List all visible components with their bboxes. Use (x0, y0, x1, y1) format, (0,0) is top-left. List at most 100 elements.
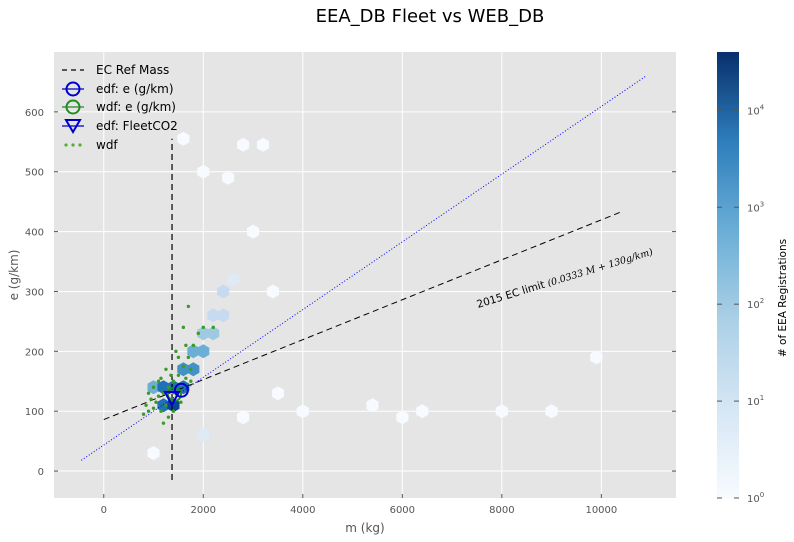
wdf-point (164, 367, 168, 371)
chart-title: EEA_DB Fleet vs WEB_DB (316, 6, 545, 27)
x-tick-label: 10000 (585, 505, 617, 516)
wdf-point (154, 400, 158, 404)
wdf-point (171, 379, 176, 383)
wdf-point (164, 403, 168, 407)
hexbin-cell (217, 284, 230, 299)
x-axis-ticks: 0 2000 4000 6000 8000 10000 (101, 494, 617, 516)
mean-markers-layer (163, 382, 189, 408)
colorbar-tick-label: 103 (747, 200, 764, 214)
legend-swatch-wdf-e (65, 99, 81, 115)
wdf-point (171, 409, 176, 413)
wdf-point (211, 325, 215, 330)
legend-swatch-edf-fleetco2 (64, 119, 82, 134)
x-tick-label: 4000 (290, 505, 315, 516)
wdf-point (191, 343, 196, 348)
wdf-point (186, 355, 191, 360)
hexbin-cell (177, 131, 190, 146)
hexbin-cell (197, 326, 210, 341)
y-tick-label: 200 (25, 347, 44, 358)
wdf-point (146, 409, 151, 413)
edf-fleetco2-marker (163, 391, 181, 408)
legend-label-edf-fleetco2: edf: FleetCO2 (96, 119, 178, 133)
hexbin-cell (157, 398, 170, 413)
ec-limit-line (103, 211, 622, 421)
y-axis-ticks: 0 100 200 300 400 500 600 (25, 108, 676, 478)
y-tick-label: 600 (25, 108, 44, 119)
wdf-point (141, 412, 146, 416)
x-tick-label: 2000 (191, 505, 216, 516)
hexbin-cell (207, 326, 220, 341)
colorbar-ticks: 100 101 102 103 104 (717, 103, 765, 505)
hexbin-cell (197, 164, 210, 179)
wdf-point (186, 304, 191, 309)
hexbin-cell (177, 362, 190, 377)
legend-label-ec-ref: EC Ref Mass (96, 63, 169, 77)
edf-mean-marker (173, 382, 189, 398)
legend-label-wdf: wdf (96, 138, 118, 152)
wdf-point (156, 394, 161, 398)
wdf-point (201, 325, 205, 330)
hexbin-cell (495, 404, 508, 419)
hexbin-cell (207, 308, 220, 323)
plot-area (54, 52, 676, 498)
hexbin-cell (237, 410, 250, 425)
colorbar (717, 52, 739, 498)
wdf-point (179, 400, 183, 404)
wdf-point (189, 379, 193, 383)
x-axis-label: m (kg) (345, 521, 384, 535)
wdf-point (159, 409, 163, 413)
colorbar-tick-label: 104 (747, 103, 765, 117)
legend-label-edf-e: edf: e (g/km) (96, 82, 174, 96)
legend-swatch-edf-e (65, 81, 81, 97)
x-tick-label: 8000 (489, 505, 514, 516)
hexbin-cell (247, 224, 260, 239)
hexbin-cell (545, 404, 558, 419)
hexbin-cell (157, 380, 170, 395)
legend-swatch-wdf-dot-1 (64, 143, 68, 147)
wdf-point (166, 415, 171, 419)
hexbin-cell (266, 284, 279, 299)
hexbin-cell (396, 410, 409, 425)
wdf-point (146, 391, 151, 395)
y-axis-label: e (g/km) (7, 250, 21, 301)
wdf-point (144, 403, 148, 407)
wdf-point (181, 325, 186, 330)
wdf-point (184, 376, 188, 380)
wdf-point (166, 385, 171, 389)
wdf-point (151, 406, 156, 410)
legend-swatch-wdf-dot-3 (78, 143, 82, 147)
wdf-point (174, 349, 178, 354)
wdf-point (149, 397, 153, 401)
hexbin-cell (217, 308, 230, 323)
y-tick-label: 300 (25, 287, 44, 298)
colorbar-tick-label: 102 (747, 297, 764, 311)
colorbar-tick-label: 100 (747, 491, 764, 505)
reference-lines (81, 75, 647, 481)
hexbin-cell (256, 137, 270, 152)
hexbin-cell (237, 137, 250, 152)
hexbin-cell (222, 170, 235, 185)
wdf-point (151, 385, 156, 389)
hexbin-cell (296, 404, 309, 419)
wdf-point (176, 355, 181, 360)
hexbin-cell (197, 428, 210, 443)
x-tick-label: 0 (101, 505, 107, 516)
colorbar-tick-label: 101 (747, 394, 764, 408)
y-tick-label: 400 (25, 228, 44, 239)
y-tick-label: 500 (25, 168, 44, 179)
wdf-point (156, 379, 161, 383)
x-tick-label: 6000 (390, 505, 415, 516)
wdf-points-layer (141, 304, 215, 425)
wdf-point (161, 421, 166, 425)
hexbin-cell (147, 446, 160, 461)
hexbin-cell (227, 272, 240, 287)
hexbin-cell (187, 344, 200, 359)
hexbin-cell (590, 350, 603, 365)
wdf-point (159, 376, 163, 380)
wdf-point (169, 373, 173, 377)
legend-label-wdf-e: wdf: e (g/km) (96, 100, 176, 114)
hexbin-cell (187, 362, 200, 377)
wdf-point (176, 373, 181, 377)
hexbin-cell (366, 398, 379, 413)
